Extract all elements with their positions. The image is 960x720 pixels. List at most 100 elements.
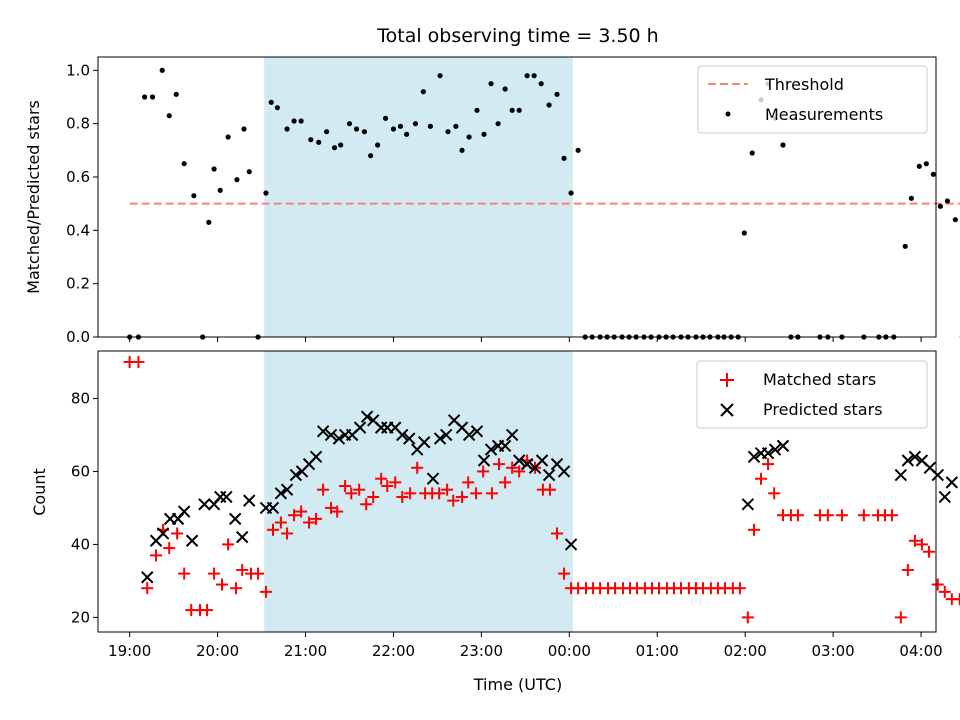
predicted-point: [741, 498, 755, 511]
x-tick-label: 22:00: [372, 642, 415, 660]
measurement-point: [211, 166, 217, 172]
bottom-legend-frame: [696, 360, 928, 429]
matched-point: [558, 567, 571, 580]
measurement-point: [437, 73, 443, 79]
matched-point: [433, 487, 446, 500]
top-panel: 0.0 0.2 0.4 0.6 0.8 1.0 Matched/Predicted sta…: [24, 56, 960, 346]
bottom-y-axis-label: Count: [30, 468, 49, 516]
measurement-point: [524, 73, 530, 79]
predicted-point: [901, 454, 915, 467]
matched-point: [389, 476, 402, 489]
top-y-axis-label: Matched/Predicted stars: [24, 100, 43, 294]
measurement-point: [459, 147, 465, 153]
measurement-point: [268, 99, 274, 105]
x-tick-label: 03:00: [812, 642, 855, 660]
measurement-point: [225, 134, 231, 140]
predicted-point: [332, 432, 346, 445]
predicted-point: [353, 421, 367, 434]
measurement-point: [375, 142, 381, 148]
predicted-point: [266, 501, 280, 515]
measurement-point: [509, 107, 515, 113]
measurement-point: [206, 219, 212, 225]
bottom-x-ticks: 19:00 20:00 21:00 22:00 23:00 00:00 01:00 02:00…: [108, 632, 943, 660]
measurement-point: [284, 126, 290, 132]
matched-point: [208, 567, 221, 580]
x-tick-label: 23:00: [460, 642, 503, 660]
predicted-point: [156, 527, 170, 540]
measurement-point: [568, 190, 574, 196]
measurement-point: [466, 134, 472, 140]
matched-point: [171, 527, 184, 540]
matched-point: [901, 563, 914, 576]
top-y-tick-label: 0.8: [66, 115, 90, 133]
top-y-tick-label: 0.6: [66, 168, 90, 186]
matched-point: [886, 509, 899, 522]
x-tick-label: 01:00: [636, 642, 679, 660]
matched-point: [506, 461, 519, 474]
predicted-points-group: [141, 410, 959, 584]
matched-point: [835, 509, 848, 522]
predicted-point: [403, 432, 416, 445]
bottom-y-tick-label: 60: [71, 462, 90, 480]
measurement-point: [181, 161, 187, 167]
legend-predicted-marker-icon: [720, 403, 734, 417]
predicted-point: [484, 443, 498, 456]
matched-point: [375, 472, 388, 485]
measurement-point: [502, 86, 508, 92]
predicted-point: [316, 425, 330, 438]
predicted-point: [535, 454, 549, 467]
predicted-point: [418, 436, 431, 449]
predicted-point: [228, 512, 242, 526]
measurement-point: [274, 105, 280, 111]
matched-point: [317, 483, 330, 496]
measurement-point: [538, 81, 544, 87]
x-tick-label: 19:00: [108, 642, 151, 660]
matched-point: [922, 545, 935, 558]
predicted-point: [289, 468, 303, 482]
matched-point: [915, 538, 928, 551]
predicted-point: [243, 494, 256, 507]
top-y-tick-label: 0.4: [66, 221, 90, 239]
matched-point: [339, 480, 352, 493]
measurement-point: [367, 153, 374, 159]
matched-point: [266, 523, 279, 536]
measurement-point: [916, 163, 922, 169]
measurement-point: [741, 230, 747, 236]
measurement-point: [481, 131, 487, 137]
matched-point: [551, 527, 564, 540]
bottom-y-tick-label: 80: [71, 389, 90, 407]
matched-point: [456, 490, 469, 503]
matched-point: [762, 458, 775, 471]
chart-title: Total observing time = 3.50 h: [376, 25, 658, 47]
measurement-point: [241, 126, 247, 132]
measurement-point: [338, 142, 344, 148]
predicted-point: [396, 428, 409, 442]
top-legend-frame: [697, 65, 928, 134]
predicted-point: [564, 538, 578, 551]
top-x-ticks: [129, 337, 922, 342]
legend-measurements-label: Measurements: [765, 105, 883, 124]
predicted-point: [894, 468, 908, 482]
measurement-point: [453, 123, 459, 129]
matched-point: [470, 487, 483, 500]
x-tick-label: 02:00: [724, 642, 767, 660]
measurement-point: [291, 118, 297, 124]
measurement-point: [308, 137, 314, 143]
x-tick-label: 20:00: [196, 642, 239, 660]
matched-point: [768, 487, 781, 500]
measurement-point: [923, 161, 929, 167]
top-y-ticks: 0.0 0.2 0.4 0.6 0.8 1.0: [66, 61, 98, 346]
measurement-point: [952, 217, 958, 223]
predicted-point: [938, 490, 952, 504]
measurement-point: [173, 91, 179, 97]
measurement-point: [427, 123, 433, 129]
measurement-point: [142, 94, 148, 100]
measurement-point: [298, 118, 304, 124]
matched-point: [295, 505, 308, 518]
predicted-point: [512, 454, 526, 467]
measurement-point: [445, 129, 451, 135]
predicted-point: [309, 450, 323, 464]
matched-point: [499, 476, 512, 489]
predicted-point: [360, 410, 374, 423]
measurement-point: [937, 203, 943, 209]
